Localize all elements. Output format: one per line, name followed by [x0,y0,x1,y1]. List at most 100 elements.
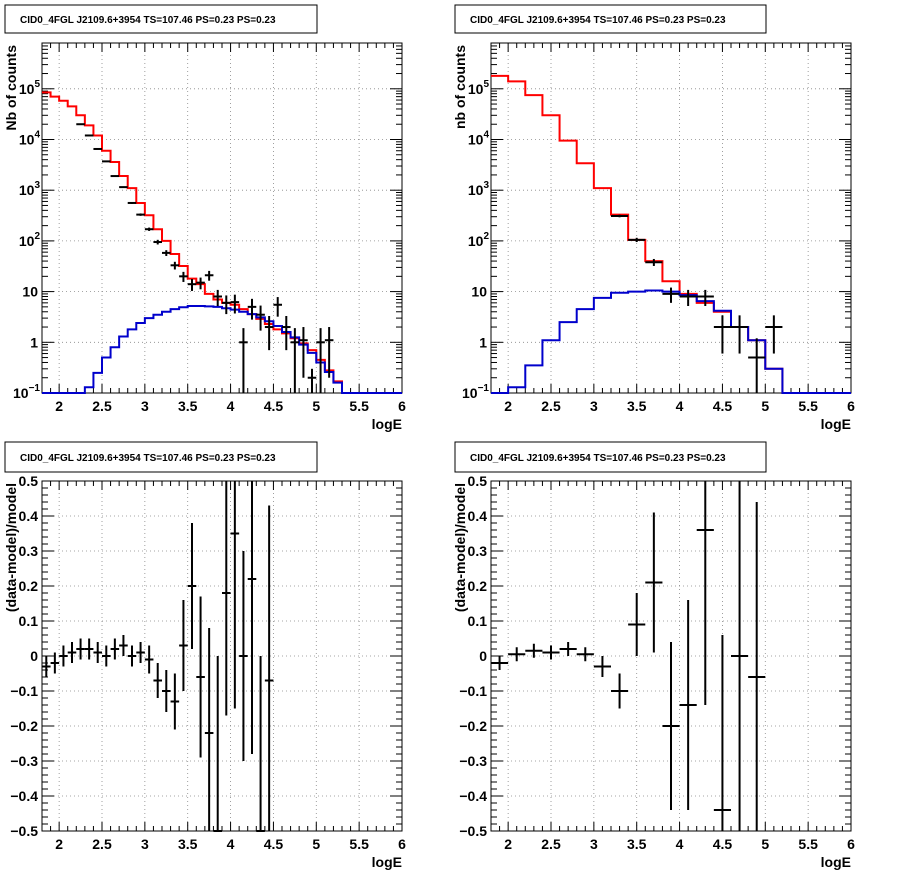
data-point [144,645,154,674]
x-tick-label: 3 [590,398,598,414]
data-point [230,481,240,709]
y-tick-label: 0.3 [468,543,488,559]
data-point [559,642,577,656]
data-point [542,645,560,660]
x-tick-label: 3.5 [178,398,198,414]
series-2 [491,289,851,394]
series-3 [611,214,783,393]
series-1 [491,481,766,831]
x-tick-label: 6 [847,398,855,414]
chart-panel-4: CID0_4FGL J2109.6+3954 TS=107.46 PS=0.23… [452,441,855,870]
x-axis: 2 2.5 3 3.5 4 4.5 5 5.5 6 [490,481,855,852]
title-box [4,441,318,473]
plot-frame [41,42,403,394]
y-tick-label: 105 [468,79,490,97]
y-axis-title: (data-model)/model [3,483,19,612]
y-tick-label: 0.1 [468,613,488,629]
y-tick-label: −0.4 [459,788,487,804]
data-point [153,663,162,698]
data-point [59,645,68,667]
data-point [713,635,731,831]
y-tick-label: 0.5 [468,473,488,489]
data-point [93,147,102,150]
x-axis: 2 2.5 3 3.5 4 4.5 5 5.5 6 [41,481,406,852]
x-tick-label: 3.5 [178,836,198,852]
series-1 [42,481,274,832]
data-point [662,642,680,810]
data-point [179,600,188,691]
data-point [299,327,308,378]
data-point [119,186,128,189]
data-point [136,642,145,663]
data-point [679,289,697,306]
data-point [748,338,766,393]
data-point [204,628,214,831]
data-point [162,250,171,256]
y-tick-label: 104 [19,129,41,147]
data-point [239,328,248,393]
data-point [230,294,240,314]
y-axis: −0.5 −0.4 −0.3 −0.2 −0.1 0 0.1 0.2 0.3 0.4 0.5 [459,473,851,839]
x-tick-label: 4.5 [264,398,284,414]
y-tick-label: −0.1 [459,683,487,699]
y-tick-label: 0.5 [19,473,39,489]
data-point [491,656,509,670]
data-point [324,327,334,378]
y-axis-title: Nb of counts [3,45,19,131]
series-3 [76,123,334,393]
y-tick-label: 10−1 [13,383,40,401]
y-tick-label: −0.5 [459,823,487,839]
data-point [84,638,94,660]
x-tick-label: 4 [676,398,684,414]
y-tick-label: 104 [468,129,490,147]
data-point [713,315,731,354]
chart-title: CID0_4FGL J2109.6+3954 TS=107.46 PS=0.23… [470,15,726,26]
data-point [102,160,111,163]
x-tick-label: 4 [227,398,235,414]
x-tick-label: 2.5 [541,836,561,852]
histogram-step-line [491,289,851,394]
data-point [222,481,231,716]
x-tick-label: 4 [227,836,235,852]
data-point [679,600,697,810]
data-point [187,279,197,291]
y-tick-label: 0.3 [19,543,39,559]
x-tick-label: 2 [504,836,512,852]
data-point [213,656,222,832]
grid [42,43,402,393]
y-tick-label: 1 [479,334,487,350]
y-tick-label: −0.4 [10,788,38,804]
data-point [611,214,629,218]
y-axis: −0.5 −0.4 −0.3 −0.2 −0.1 0 0.1 0.2 0.3 0.4 0.5 [10,473,402,839]
data-point [264,505,274,831]
histogram-step-line [42,304,402,394]
data-point [170,261,180,270]
grid [491,43,851,393]
data-point [628,237,646,243]
x-tick-label: 6 [398,836,406,852]
x-tick-label: 2.5 [92,836,112,852]
x-axis-title: logE [821,854,851,870]
data-point [110,175,120,178]
data-point [645,512,663,653]
y-tick-label: 0.2 [19,578,39,594]
data-point [102,645,111,667]
y-tick-label: −0.5 [10,823,38,839]
y-tick-label: −0.1 [10,683,38,699]
data-point [282,316,291,351]
y-tick-label: 103 [468,180,490,198]
data-point [170,673,180,730]
data-point [731,481,749,831]
x-tick-label: 3 [590,836,598,852]
y-tick-label: 1 [30,334,38,350]
series-1 [42,91,402,394]
x-axis-title: logE [821,416,851,432]
y-tick-label: 10 [471,284,487,300]
data-point [42,656,51,677]
data-point [273,297,282,317]
x-tick-label: 4 [676,836,684,852]
x-tick-label: 5.5 [798,398,818,414]
y-tick-label: 0 [479,648,487,664]
